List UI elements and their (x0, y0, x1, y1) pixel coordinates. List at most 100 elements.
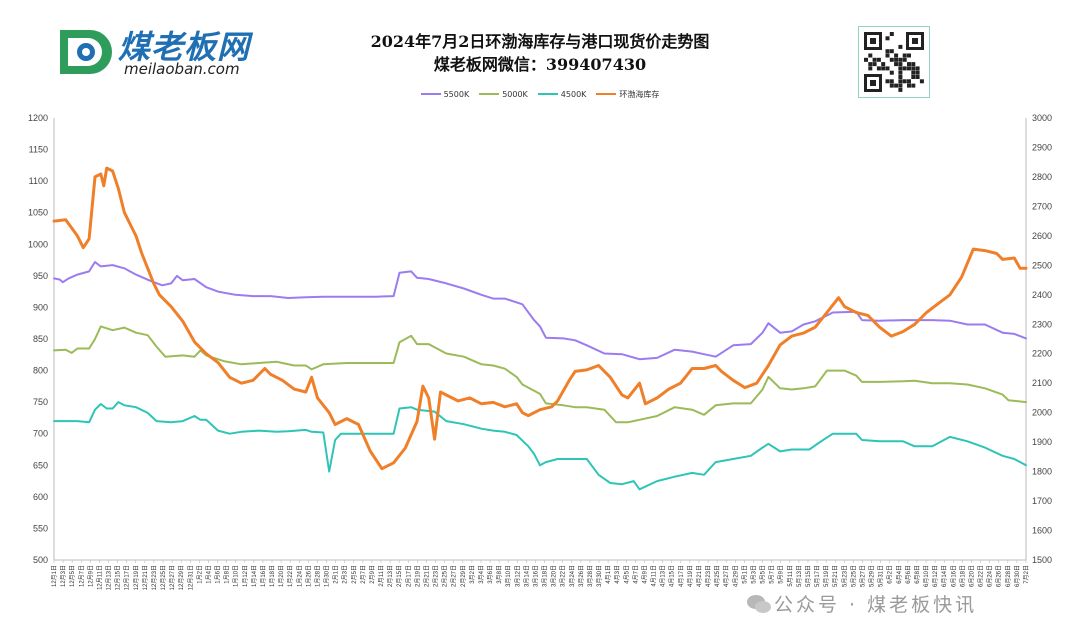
y-right-tick-label: 1900 (1032, 437, 1052, 447)
x-tick-label: 12月7日 (78, 565, 85, 587)
x-tick-label: 2月17日 (405, 565, 412, 587)
y-right-tick-label: 2100 (1032, 378, 1052, 388)
y-left-tick-label: 800 (33, 366, 48, 376)
x-tick-label: 5月21日 (832, 565, 839, 587)
x-tick-label: 5月1日 (741, 565, 748, 584)
y-left-tick-label: 550 (33, 523, 48, 533)
y-right-tick-label: 2300 (1032, 319, 1052, 329)
x-tick-label: 6月2日 (887, 565, 894, 584)
x-tick-label: 4月11日 (651, 565, 658, 587)
y-right-tick-label: 1800 (1032, 467, 1052, 477)
y-right-tick-label: 2600 (1032, 231, 1052, 241)
x-tick-label: 6月20日 (968, 565, 975, 587)
y-left-tick-label: 900 (33, 302, 48, 312)
x-tick-label: 2月23日 (433, 565, 440, 587)
y-right-tick-label: 2800 (1032, 172, 1052, 182)
x-tick-label: 5月15日 (805, 565, 812, 587)
x-tick-label: 4月1日 (605, 565, 612, 584)
legend-swatch (596, 93, 617, 95)
x-tick-label: 4月3日 (614, 565, 621, 584)
legend-label: 环渤海库存 (619, 89, 660, 99)
x-tick-label: 1月12日 (242, 565, 249, 587)
y-left-tick-label: 600 (33, 492, 48, 502)
y-left-tick-label: 950 (33, 271, 48, 281)
legend-label: 5000K (502, 89, 528, 99)
x-tick-label: 2月29日 (460, 565, 467, 587)
x-tick-label: 6月12日 (932, 565, 939, 587)
x-tick-label: 5月27日 (859, 565, 866, 587)
x-tick-label: 4月19日 (687, 565, 694, 587)
x-tick-label: 2月5日 (351, 565, 358, 584)
x-tick-label: 4月17日 (678, 565, 685, 587)
y-left-tick-label: 1050 (28, 208, 48, 218)
legend-label: 4500K (560, 89, 587, 99)
x-tick-label: 12月19日 (133, 565, 140, 590)
x-tick-label: 3月16日 (532, 565, 539, 587)
x-tick-label: 6月26日 (996, 565, 1003, 587)
qr-code-icon (858, 26, 930, 98)
y-left-tick-label: 500 (33, 555, 48, 565)
logo-url: meilaoban.com (124, 60, 240, 78)
x-tick-label: 12月25日 (160, 565, 167, 590)
chart-subtitle: 煤老板网微信：399407430 (433, 55, 647, 74)
y-left-tick-label: 1000 (28, 239, 48, 249)
x-tick-label: 2月15日 (396, 565, 403, 587)
y-left-tick-label: 1200 (28, 113, 48, 123)
chart-plot: 500 550 600 650 700 750 800 850 900 950 1000 1050 11… (28, 113, 1052, 590)
y-right-tick-label: 1700 (1032, 496, 1052, 506)
x-tick-label: 12月23日 (151, 565, 158, 590)
legend-item: 4500K (537, 89, 587, 99)
y-left-tick-label: 750 (33, 397, 48, 407)
x-tick-label: 3月24日 (569, 565, 576, 587)
series-line (53, 325, 1027, 424)
x-tick-label: 3月26日 (578, 565, 585, 587)
legend-swatch (479, 93, 500, 95)
x-tick-label: 5月5日 (760, 565, 767, 584)
x-tick-label: 3月22日 (560, 565, 567, 587)
x-tick-label: 6月10日 (923, 565, 930, 587)
x-tick-label: 12月11日 (96, 565, 103, 590)
x-tick-label: 6月6日 (905, 565, 912, 584)
x-tick-label: 6月18日 (959, 565, 966, 587)
x-tick-label: 4月21日 (696, 565, 703, 587)
x-tick-label: 3月8日 (496, 565, 503, 584)
y-right-tick-label: 2700 (1032, 201, 1052, 211)
x-tick-label: 6月22日 (978, 565, 985, 587)
x-tick-label: 3月20日 (551, 565, 558, 587)
x-tick-label: 5月13日 (796, 565, 803, 587)
x-tick-label: 4月9日 (641, 565, 648, 584)
x-tick-label: 5月23日 (841, 565, 848, 587)
y-left-tick-label: 700 (33, 429, 48, 439)
y-left-tick-label: 1150 (29, 145, 48, 155)
x-tick-label: 4月25日 (714, 565, 721, 587)
x-tick-label: 6月4日 (896, 565, 903, 584)
legend-item: 5000K (479, 90, 528, 99)
y-right-tick-label: 3000 (1032, 113, 1052, 123)
x-tick-label: 12月5日 (69, 565, 76, 587)
x-tick-label: 3月2日 (469, 565, 476, 584)
x-tick-label: 5月11日 (787, 565, 794, 587)
x-tick-label: 4月23日 (705, 565, 712, 587)
x-tick-label: 3月14日 (523, 565, 530, 587)
x-tick-label: 2月19日 (414, 565, 421, 587)
x-tick-label: 2月13日 (387, 565, 394, 587)
y-right-tick-label: 2000 (1032, 408, 1052, 418)
series-line (53, 261, 1027, 361)
x-tick-label: 1月24日 (296, 565, 303, 587)
x-tick-label: 7月2日 (1023, 565, 1030, 584)
x-tick-label: 1月14日 (251, 565, 258, 587)
y-right-tick-label: 2200 (1032, 349, 1052, 359)
x-tick-label: 1月16日 (260, 565, 267, 587)
x-tick-label: 2月9日 (369, 565, 376, 584)
x-tick-label: 6月8日 (914, 565, 921, 584)
y-right-tick-label: 2900 (1032, 142, 1052, 152)
x-tick-label: 4月29日 (732, 565, 739, 587)
legend-swatch (537, 93, 558, 95)
x-tick-label: 6月16日 (950, 565, 957, 587)
x-tick-label: 5月17日 (814, 565, 821, 587)
x-tick-label: 2月27日 (451, 565, 458, 587)
x-tick-label: 12月3日 (60, 565, 67, 587)
x-tick-label: 5月31日 (878, 565, 885, 587)
x-tick-label: 4月5日 (623, 565, 630, 584)
x-tick-label: 3月30日 (596, 565, 603, 587)
